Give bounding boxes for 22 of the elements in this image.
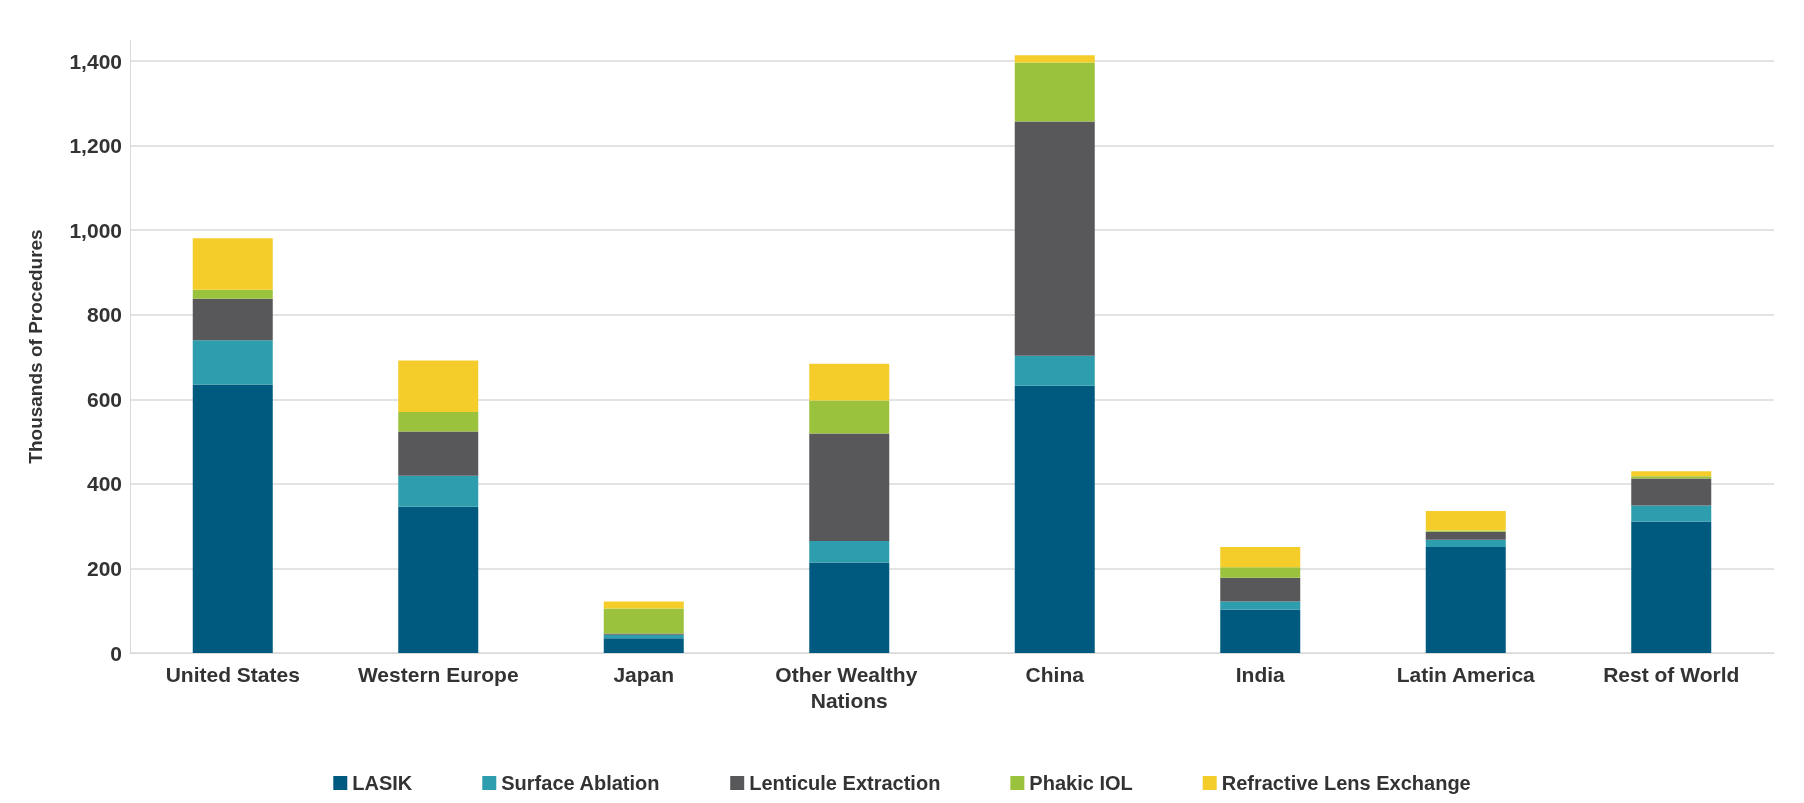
x-tick-label: Japan [613, 662, 675, 686]
y-tick-label: 1,000 [69, 218, 122, 242]
y-tick-label: 800 [86, 303, 122, 327]
x-tick-label: Western Europe [357, 662, 519, 686]
legend-label: Phakic IOL [1029, 772, 1133, 794]
legend-label: LASIK [352, 772, 413, 794]
x-tick-label: India [1235, 662, 1286, 686]
legend-label: Surface Ablation [501, 772, 660, 794]
y-tick-label: 1,200 [69, 134, 122, 158]
x-tick-label: Latin America [1396, 662, 1536, 686]
x-tick-label: Other Wealthy Nations [775, 662, 924, 712]
y-axis-title: Thousands of Procedures [25, 229, 46, 464]
y-tick-label: 1,400 [69, 49, 122, 73]
x-tick-label: Rest of World [1603, 662, 1740, 686]
legend-label: Lenticule Extraction [749, 772, 941, 794]
x-tick-label: United States [165, 662, 300, 686]
legend-label: Refractive Lens Exchange [1221, 772, 1471, 794]
y-tick-label: 400 [86, 472, 122, 496]
y-tick-label: 600 [86, 387, 122, 411]
x-tick-label: China [1025, 662, 1085, 686]
y-tick-label: 0 [110, 641, 122, 665]
y-tick-label: 200 [86, 556, 122, 580]
